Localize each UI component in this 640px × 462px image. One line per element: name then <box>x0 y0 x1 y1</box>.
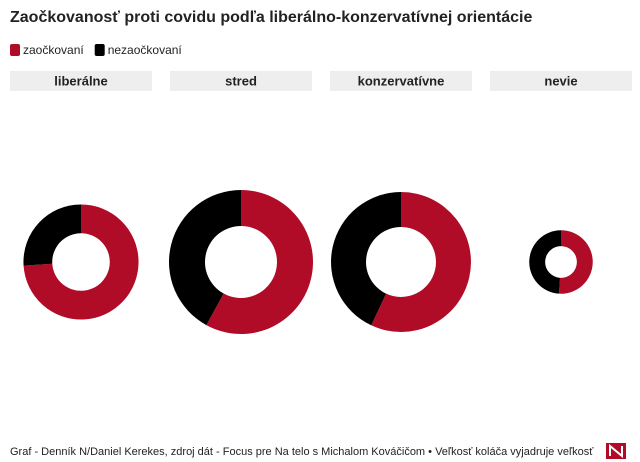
legend-swatch <box>94 44 105 56</box>
facet-header <box>170 71 312 91</box>
donut-segment <box>559 230 593 294</box>
donut-segment <box>529 230 561 294</box>
donut-segment <box>23 204 81 266</box>
donut-segment <box>331 192 401 326</box>
facet-header <box>10 71 152 91</box>
donut <box>23 204 139 320</box>
donut-segment <box>168 190 241 326</box>
donut <box>331 192 471 332</box>
chart-title: Zaočkovanosť proti covidu podľa liberáln… <box>10 9 532 26</box>
facet-label: nevie <box>544 73 577 88</box>
legend-swatch <box>10 44 20 56</box>
facet-header <box>330 71 472 91</box>
source-note: Graf - Denník N/Daniel Kerekes, zdroj dá… <box>10 446 594 458</box>
logo <box>606 443 626 459</box>
donut-segment <box>23 204 139 320</box>
donut-segment <box>371 192 471 332</box>
donut <box>168 190 313 334</box>
donut <box>529 230 593 294</box>
facet-label: stred <box>225 73 257 88</box>
facet-header <box>490 71 632 91</box>
donut-segment <box>206 190 313 334</box>
facet-label: konzervatívne <box>358 73 445 88</box>
legend-label: zaočkovaní <box>23 43 84 57</box>
facet-label: liberálne <box>54 73 107 88</box>
legend-label: nezaočkovaní <box>108 43 183 57</box>
